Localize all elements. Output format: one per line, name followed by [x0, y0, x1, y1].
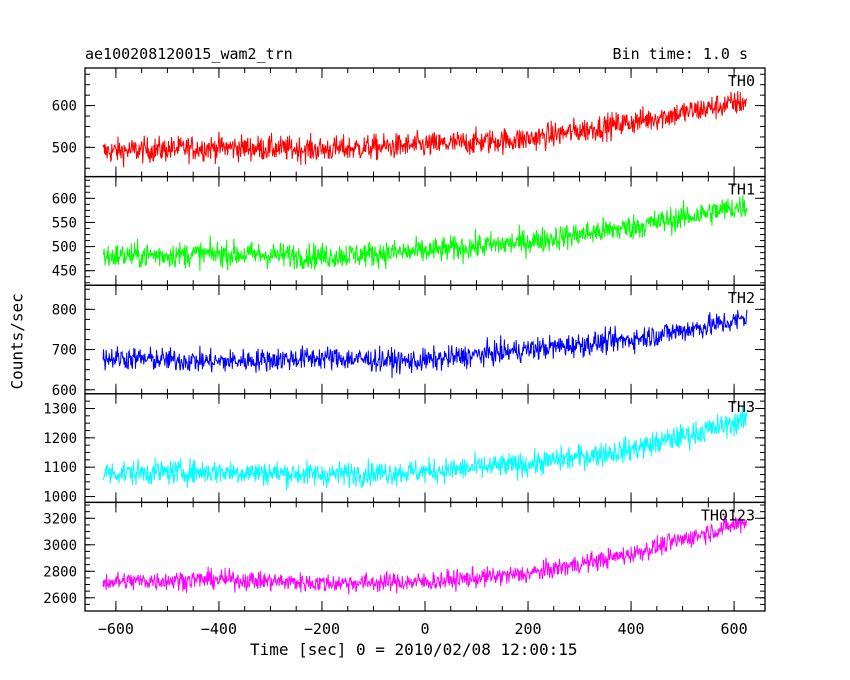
y-axis-label: Counts/sec	[7, 293, 27, 390]
y-tick-label: 1000	[43, 490, 77, 506]
x-tick-label: 600	[721, 620, 748, 638]
y-tick-label: 1100	[43, 460, 77, 476]
y-tick-label: 2800	[43, 564, 77, 580]
x-axis-label: Time [sec] 0 = 2010/02/08 12:00:15	[250, 640, 578, 659]
y-tick-label: 3200	[43, 511, 77, 527]
y-tick-label: 500	[52, 140, 77, 156]
y-tick-label: 550	[52, 215, 77, 231]
x-tick-label: 200	[514, 620, 541, 638]
y-tick-label: 2600	[43, 591, 77, 607]
x-tick-label: −600	[98, 620, 134, 638]
y-tick-label: 600	[52, 191, 77, 207]
x-tick-label: −400	[201, 620, 237, 638]
y-tick-label: 600	[52, 99, 77, 115]
series-line-th2	[102, 309, 748, 379]
panel-frame-th2	[84, 284, 766, 395]
y-tick-label: 800	[52, 302, 77, 318]
panel-label-th2: TH2	[728, 289, 755, 307]
series-line-th0	[102, 91, 748, 168]
x-tick-label: 400	[618, 620, 645, 638]
x-tick-label: 0	[420, 620, 429, 638]
panel-label-th3: TH3	[728, 398, 755, 416]
series-line-th3	[102, 406, 748, 491]
y-tick-label: 1200	[43, 431, 77, 447]
y-tick-label: 1300	[43, 401, 77, 417]
y-tick-label: 500	[52, 240, 77, 256]
series-line-th1	[102, 195, 748, 272]
y-tick-label: 3000	[43, 538, 77, 554]
panel-label-th1: TH1	[728, 181, 755, 199]
panel-frame-th1	[84, 175, 766, 286]
y-tick-label: 450	[52, 264, 77, 280]
panel-label-th0: TH0	[728, 72, 755, 90]
y-tick-label: 700	[52, 343, 77, 359]
chart-title: ae100208120015_wam2_trn	[85, 45, 293, 63]
bin-time-label: Bin time: 1.0 s	[612, 45, 748, 63]
panel-label-th0123: TH0123	[701, 506, 755, 524]
panel-frame-th0123	[84, 501, 766, 612]
x-tick-label: −200	[304, 620, 340, 638]
y-tick-label: 600	[52, 383, 77, 399]
series-line-th0123	[102, 515, 748, 595]
